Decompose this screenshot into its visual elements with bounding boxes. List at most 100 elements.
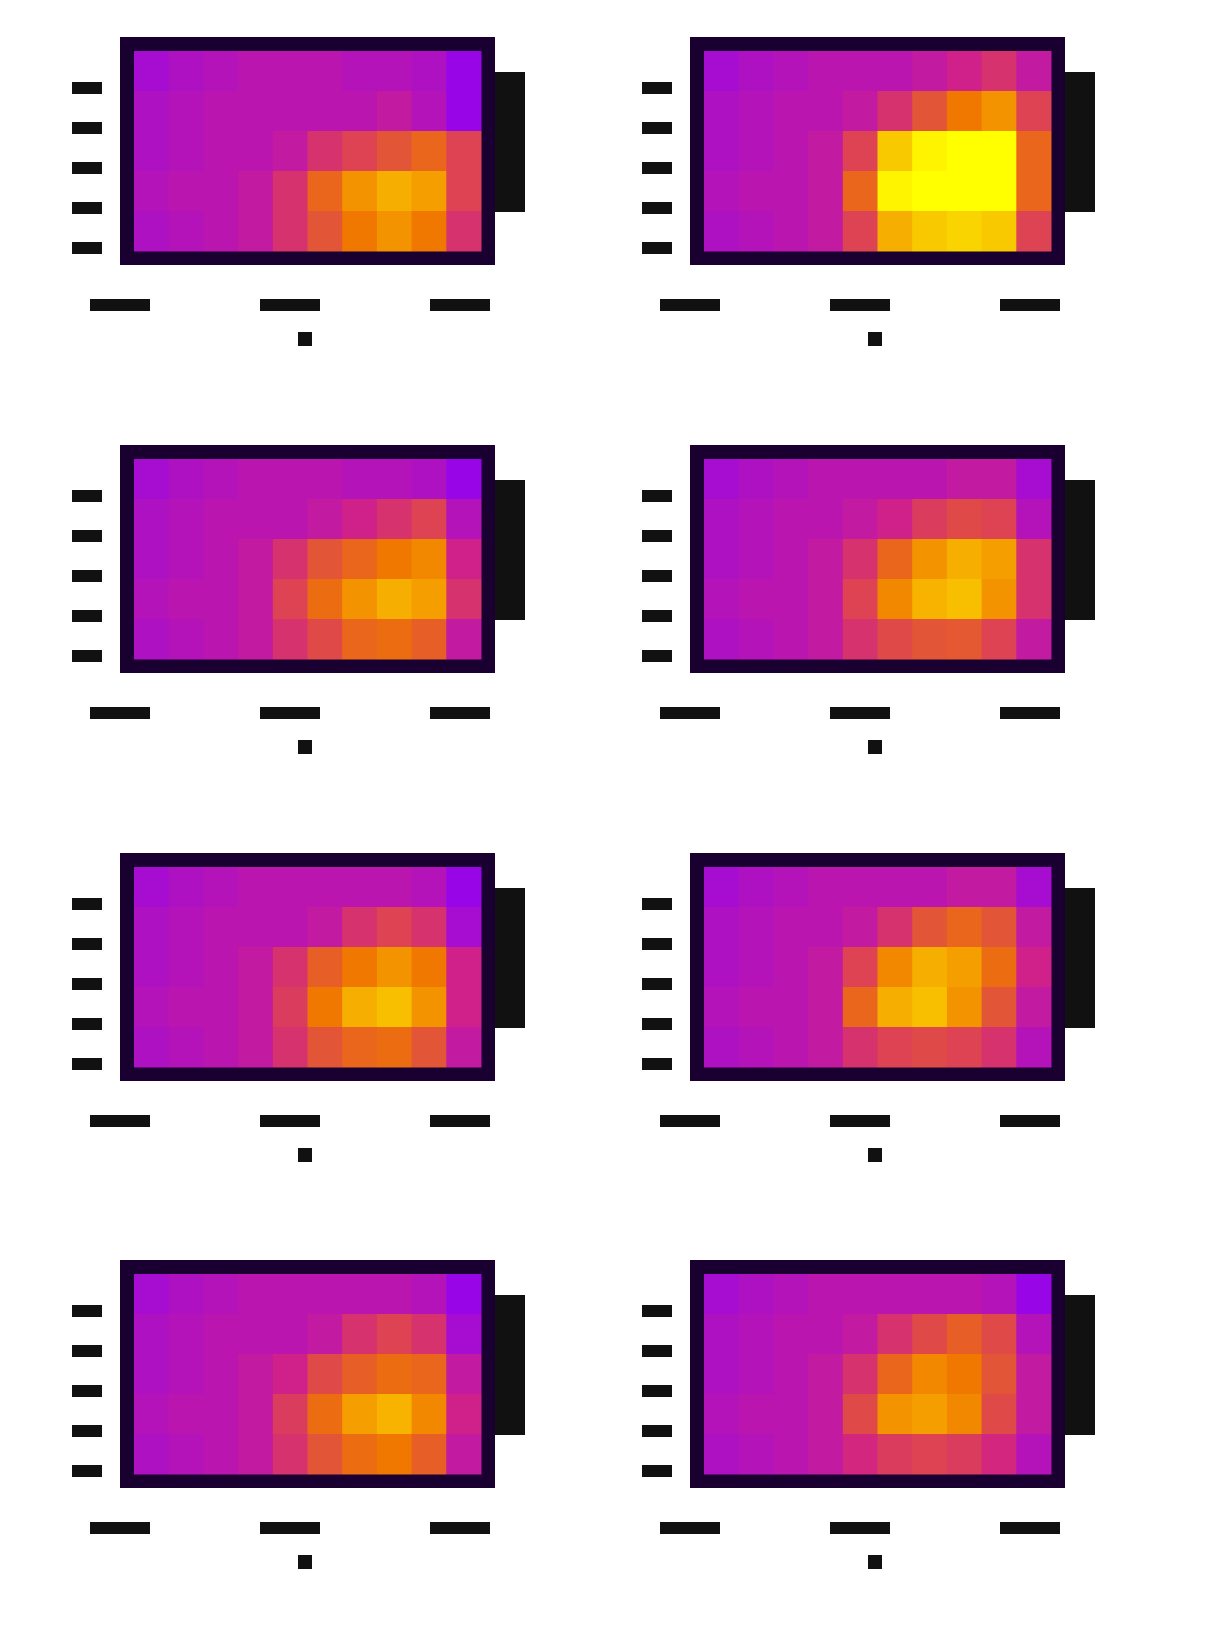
heatmap-cell [238, 1314, 274, 1355]
x-tick [90, 1522, 150, 1534]
heatmap-cell [238, 1274, 274, 1315]
heatmap-cell [912, 1027, 948, 1068]
heatmap-cell [411, 947, 447, 988]
y-tick [642, 978, 672, 990]
heatmap-cell [203, 1434, 239, 1475]
heatmap-cell [376, 1274, 413, 1315]
heatmap-cell [272, 459, 308, 500]
heatmap-cell [134, 91, 170, 132]
heatmap-cell [203, 1314, 239, 1355]
x-tick [430, 707, 490, 719]
heatmap-cell [411, 579, 447, 620]
x-tick [90, 1115, 150, 1127]
heatmap-cell [342, 1354, 378, 1395]
heatmap-cell [877, 459, 913, 500]
x-label [868, 332, 882, 346]
heatmap-cell [376, 171, 413, 212]
heatmap-cell [411, 1314, 447, 1355]
heatmap-cell [446, 1354, 482, 1395]
heatmap-cell [808, 499, 844, 540]
heatmap-cell [238, 459, 274, 500]
heatmap-cell [946, 1434, 983, 1475]
heatmap-cell [981, 131, 1017, 172]
heatmap-cell [877, 947, 913, 988]
y-tick [642, 1385, 672, 1397]
y-tick [642, 1305, 672, 1317]
heatmap-cell [203, 619, 239, 660]
heatmap-cell [773, 1434, 809, 1475]
y-tick [72, 162, 102, 174]
heatmap-cell [842, 171, 878, 212]
heatmap-cell [773, 211, 809, 252]
heatmap-cell [168, 171, 204, 212]
y-tick [642, 162, 672, 174]
heatmap-cell [307, 91, 343, 132]
heatmap-cell [411, 91, 447, 132]
x-tick [90, 707, 150, 719]
heatmap-cell [376, 499, 413, 540]
heatmap-cell [704, 1274, 740, 1315]
heatmap-cell [912, 51, 948, 92]
heatmap-cell [342, 947, 378, 988]
x-tick [1000, 1115, 1060, 1127]
heatmap-cell [307, 171, 343, 212]
heatmap-cell [808, 91, 844, 132]
x-label [868, 740, 882, 754]
heatmap-cell [134, 987, 170, 1028]
heatmap-cell [773, 1394, 809, 1435]
heatmap-cell [981, 907, 1017, 948]
heatmap-cell [842, 499, 878, 540]
heatmap-cell [168, 1354, 204, 1395]
heatmap-cell [272, 539, 308, 580]
heatmap-cell [307, 987, 343, 1028]
heatmap-cell [1016, 1274, 1052, 1315]
y-tick [642, 650, 672, 662]
heatmap-cell [773, 1027, 809, 1068]
heatmap-cell [238, 1027, 274, 1068]
heatmap-cell [168, 947, 204, 988]
heatmap-cell [272, 131, 308, 172]
heatmap-cell [946, 211, 983, 252]
heatmap-cell [912, 1354, 948, 1395]
heatmap-cell [168, 987, 204, 1028]
heatmap-cell [168, 1027, 204, 1068]
y-tick [72, 570, 102, 582]
heatmap-cell [376, 1027, 413, 1068]
heatmap-cell [946, 91, 983, 132]
heatmap-cell [877, 867, 913, 908]
heatmap-cell [238, 1434, 274, 1475]
heatmap-cell [134, 619, 170, 660]
heatmap-cell [446, 131, 482, 172]
heatmap-cell [877, 1434, 913, 1475]
heatmap-cell [272, 1314, 308, 1355]
colorbar [495, 888, 525, 1028]
heatmap-cell [946, 51, 983, 92]
heatmap-cell [203, 51, 239, 92]
heatmap-cell [738, 619, 774, 660]
y-tick [642, 1465, 672, 1477]
heatmap-cell [877, 1314, 913, 1355]
x-tick [260, 1522, 320, 1534]
heatmap-cell [307, 1027, 343, 1068]
heatmap-cell [877, 619, 913, 660]
heatmap-cell [808, 131, 844, 172]
heatmap-cell [704, 1314, 740, 1355]
heatmap-cell [704, 211, 740, 252]
heatmap-cell [411, 1354, 447, 1395]
heatmap-cell [912, 499, 948, 540]
heatmap-cell [946, 1354, 983, 1395]
heatmap-cell [168, 1274, 204, 1315]
y-tick [72, 1385, 102, 1397]
heatmap-cell [376, 51, 413, 92]
y-tick [72, 1425, 102, 1437]
heatmap-cell [134, 907, 170, 948]
heatmap-cell [981, 1394, 1017, 1435]
heatmap-cell [842, 947, 878, 988]
heatmap-cell [203, 459, 239, 500]
x-tick [1000, 299, 1060, 311]
heatmap-cell [842, 91, 878, 132]
heatmap-cell [946, 1027, 983, 1068]
heatmap-cell [842, 1354, 878, 1395]
heatmap-cell [238, 51, 274, 92]
